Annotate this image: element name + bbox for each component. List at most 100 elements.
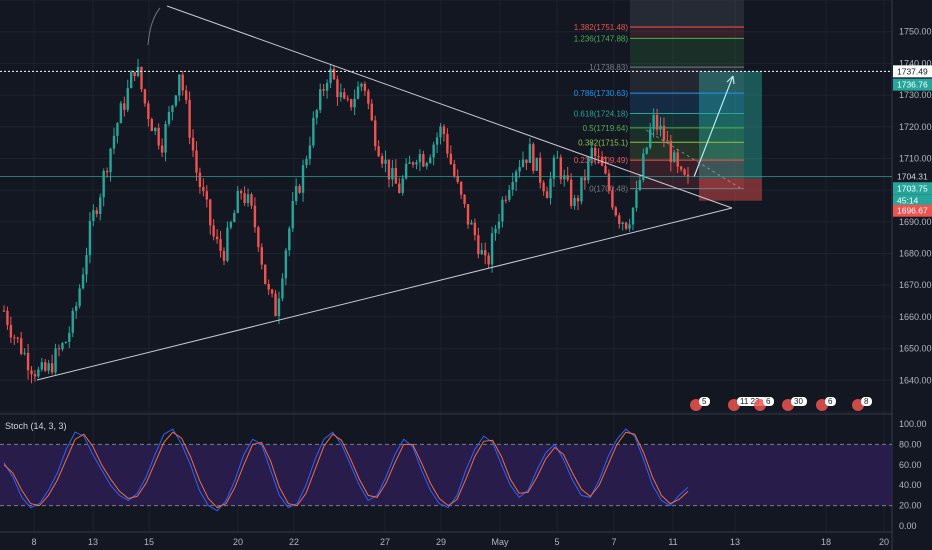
candle-body <box>23 352 26 354</box>
candle-body <box>552 157 556 179</box>
stoch-tick-label[interactable]: 60.00 <box>899 460 922 470</box>
candle-body <box>336 79 339 98</box>
candle-body <box>54 348 57 373</box>
candle-body <box>99 197 102 214</box>
candle-body <box>229 222 233 228</box>
candle-body <box>676 152 679 167</box>
price-tick-label[interactable]: 1720.00 <box>899 122 932 132</box>
price-tick-label[interactable]: 1730.00 <box>899 90 932 100</box>
candle-body <box>305 158 308 166</box>
time-tick-label[interactable]: 22 <box>289 537 299 547</box>
event-badge[interactable]: 6 <box>816 397 836 411</box>
time-axis[interactable]: 8 13 15 20 22 27 29 May 5 7 11 13 18 20 <box>31 537 889 547</box>
candle-body <box>614 207 618 216</box>
candle-body <box>484 250 487 256</box>
badge-pill <box>791 397 807 406</box>
event-badge[interactable]: 5 <box>690 397 710 411</box>
fib-band <box>630 38 744 68</box>
price-tick-label[interactable]: 1670.00 <box>899 280 932 290</box>
time-tick-label[interactable]: 8 <box>31 537 36 547</box>
dashed-guide <box>645 129 741 189</box>
time-tick-label[interactable]: 7 <box>611 537 616 547</box>
stoch-tick-label[interactable]: 80.00 <box>899 439 922 449</box>
stoch-tick-label[interactable]: 100.00 <box>899 419 927 429</box>
price-tick-label[interactable]: 1750.00 <box>899 27 932 37</box>
candle-body <box>686 174 690 177</box>
candle-body <box>569 179 573 206</box>
candle-body <box>497 221 501 229</box>
time-tick-label[interactable]: 15 <box>144 537 154 547</box>
time-tick-label[interactable]: 20 <box>233 537 243 547</box>
fib-label: 0.618(1724.18) <box>574 110 629 119</box>
stoch-title[interactable]: Stoch (14, 3, 3) <box>5 421 67 431</box>
candle-body <box>37 369 40 377</box>
candle-body <box>576 197 580 202</box>
stoch-tick-label[interactable]: 40.00 <box>899 480 922 490</box>
projection-arrow <box>693 75 734 178</box>
event-badges[interactable]: 5 11 23 6 30 6 8 <box>690 397 872 411</box>
target-price-tag-bg <box>893 78 932 91</box>
fib-band <box>630 67 744 94</box>
candle-body <box>432 144 435 158</box>
stop-price-tag-bg <box>893 204 932 217</box>
candle-body <box>593 147 597 157</box>
candle-body <box>264 264 267 284</box>
candle-body <box>257 227 260 248</box>
price-tick-label[interactable]: 1710.00 <box>899 153 932 163</box>
time-tick-label[interactable]: May <box>491 537 509 547</box>
candle-body <box>9 324 13 338</box>
time-tick-label[interactable]: 13 <box>730 537 740 547</box>
stoch-d-line <box>3 431 689 509</box>
candle-body <box>679 166 683 170</box>
time-tick-label[interactable]: 11 <box>668 537 677 547</box>
candle-body <box>6 310 9 325</box>
candle-body <box>353 98 356 108</box>
price-tick-label[interactable]: 1660.00 <box>899 312 932 322</box>
candle-body <box>628 224 631 229</box>
candle-body <box>583 177 587 181</box>
candle-body <box>319 89 322 111</box>
candle-body <box>422 154 425 167</box>
price-tick-label[interactable]: 1680.00 <box>899 249 932 259</box>
candle-body <box>580 177 583 202</box>
candle-body <box>198 172 202 188</box>
time-tick-label[interactable]: 20 <box>879 537 889 547</box>
candle-body <box>635 189 638 208</box>
candle-body <box>219 239 222 251</box>
price-axis[interactable]: 1640.00 1650.00 1660.00 1670.00 1680.00 1690.… <box>893 0 932 550</box>
candle-body <box>294 186 298 202</box>
candle-body <box>68 332 71 342</box>
time-tick-label[interactable]: 27 <box>380 537 390 547</box>
candle-body <box>112 135 116 149</box>
candle-body <box>205 191 208 200</box>
candle-body <box>212 225 215 237</box>
time-tick-label[interactable]: 13 <box>88 537 98 547</box>
price-tick-label[interactable]: 1650.00 <box>899 344 932 354</box>
time-tick-label[interactable]: 29 <box>436 537 446 547</box>
event-badge[interactable]: 8 <box>852 397 872 411</box>
event-badge[interactable]: 6 <box>754 397 774 411</box>
candle-body <box>449 153 453 164</box>
time-tick-label[interactable]: 5 <box>554 537 559 547</box>
candle-body <box>532 144 535 171</box>
price-tick-label[interactable]: 1740.00 <box>899 58 932 68</box>
candle-body <box>119 103 123 124</box>
candle-body <box>92 210 95 222</box>
candle-body <box>504 199 508 201</box>
price-tick-label[interactable]: 1640.00 <box>899 375 932 385</box>
candle-body <box>281 278 284 299</box>
time-tick-label[interactable]: 18 <box>821 537 831 547</box>
candle-body <box>380 156 384 164</box>
candle-body <box>508 189 511 200</box>
candle-body <box>274 293 277 317</box>
entry-price-tag: 1703.75 <box>897 183 928 193</box>
candle-body <box>174 95 178 106</box>
event-badge[interactable]: 30 <box>782 397 807 411</box>
stoch-tick-label[interactable]: 20.00 <box>899 501 922 511</box>
stoch-tick-label[interactable]: 0.00 <box>899 521 917 531</box>
candle-body <box>267 283 270 290</box>
price-tick-label[interactable]: 1690.00 <box>899 217 932 227</box>
